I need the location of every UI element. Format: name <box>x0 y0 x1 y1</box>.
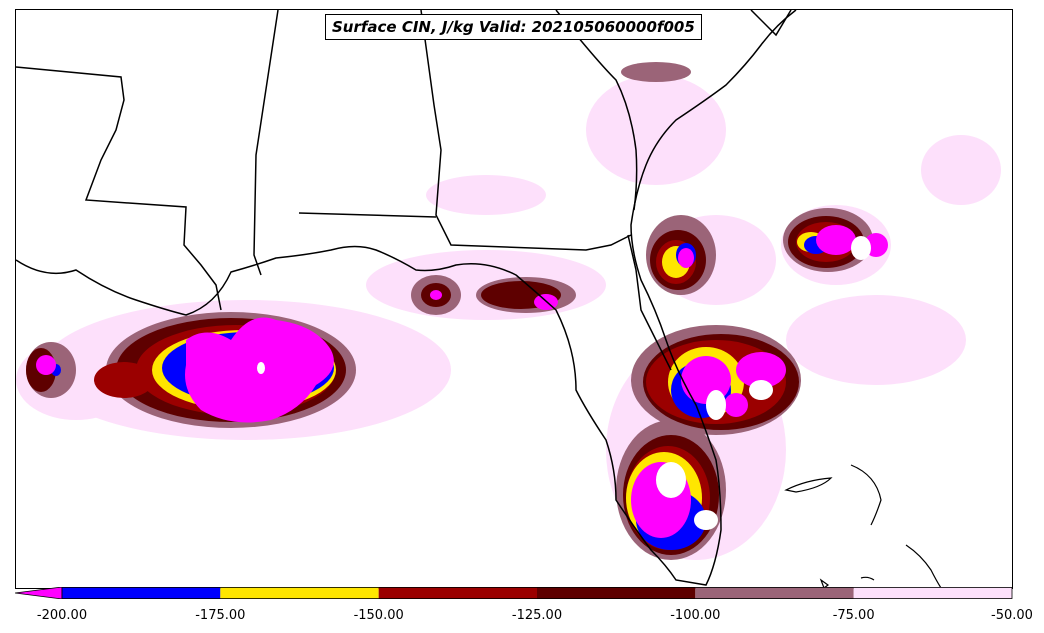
colorbar-bin <box>378 587 537 599</box>
island-small-1 <box>819 578 830 588</box>
island-andros <box>905 544 942 588</box>
island-small-2 <box>860 576 875 581</box>
cin-contour-fields <box>16 62 1001 560</box>
colorbar-tick-label: -75.00 <box>832 608 875 623</box>
clear-holes <box>257 236 871 530</box>
colorbar-bin <box>62 587 221 599</box>
fl-georgia-line <box>627 234 672 371</box>
colorbar-tick-label: -50.00 <box>991 608 1033 623</box>
al-ga-border <box>420 10 632 251</box>
colorbar-extend-min <box>15 587 63 599</box>
gulf-coast <box>16 10 797 586</box>
colorbar-bin <box>695 587 854 599</box>
colorbar-tick-label: -125.00 <box>511 608 563 623</box>
map-title: Surface CIN, J/kg Valid: 202105060000f00… <box>325 14 702 40</box>
east-coast-north <box>555 10 638 211</box>
ms-al-border <box>253 10 279 276</box>
bahamas-islands <box>784 464 942 588</box>
al-fl-border <box>298 212 437 218</box>
colorbar-tick-label: -150.00 <box>353 608 404 623</box>
ms-la-border <box>16 66 222 311</box>
island-grand-bahama <box>784 477 833 493</box>
state-borders <box>16 10 797 586</box>
colorbar-tick-label: -200.00 <box>36 608 88 623</box>
colorbar <box>15 587 1013 599</box>
colorbar-bin <box>537 587 696 599</box>
colorbar-tick-label: -175.00 <box>195 608 246 623</box>
map-panel <box>15 9 1013 589</box>
colorbar-outline <box>61 587 1013 599</box>
colorbar-bin <box>220 587 379 599</box>
colorbar-tick-label: -100.00 <box>670 608 721 623</box>
island-abaco <box>850 464 882 526</box>
colorbar-bin <box>853 587 1012 599</box>
pink-field <box>16 75 1001 560</box>
cin-map <box>16 10 1001 588</box>
ga-sc-border <box>750 10 792 37</box>
